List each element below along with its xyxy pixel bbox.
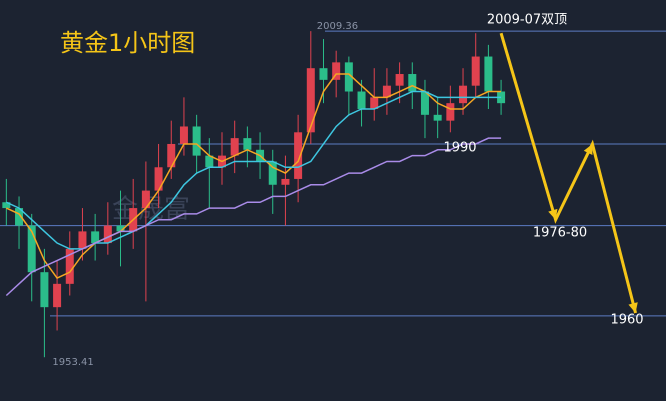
candle-body	[332, 62, 341, 80]
candle-body	[243, 138, 252, 150]
candle-body	[471, 56, 480, 86]
candle-body	[433, 114, 442, 121]
projection-path	[499, 32, 638, 314]
annotation: 1960	[610, 313, 643, 328]
candle-body	[484, 56, 493, 92]
candle-body	[2, 202, 11, 209]
low-label: 1953.41	[52, 357, 93, 368]
candle-body	[116, 225, 125, 232]
annotation: 1976-80	[533, 226, 587, 241]
candle-body	[192, 126, 201, 156]
candle-body	[319, 68, 328, 80]
candle-body	[395, 74, 404, 86]
candle-body	[408, 74, 417, 92]
annotation: 2009-07双顶	[487, 13, 567, 28]
candle-body	[40, 272, 49, 308]
arrow-head	[548, 208, 558, 220]
candle-body	[459, 85, 468, 104]
ma-line	[5, 137, 502, 297]
candle-body	[230, 138, 239, 156]
candle-body	[306, 68, 315, 133]
watermark: 金晟富	[112, 195, 190, 225]
arrow-head	[628, 302, 638, 313]
candle-body	[179, 126, 188, 144]
high-label: 2009.36	[317, 21, 358, 32]
candle-body	[91, 231, 100, 244]
candle-body	[167, 143, 176, 168]
ma-line	[6, 73, 502, 279]
candle-body	[294, 132, 303, 179]
candle-body	[420, 91, 429, 115]
candle-body	[15, 208, 24, 226]
candle-body	[344, 62, 353, 92]
candle-body	[103, 225, 112, 244]
candle-body	[205, 155, 214, 168]
candle-body	[281, 178, 290, 185]
candle-body	[78, 231, 87, 249]
chart-title: 黄金1小时图	[60, 29, 195, 57]
candle-body	[27, 225, 36, 273]
candle-body	[53, 283, 62, 308]
candle-body	[382, 85, 391, 98]
candle-body	[141, 190, 150, 209]
candle-body	[446, 103, 455, 121]
candle-body	[268, 161, 277, 185]
candle-body	[357, 91, 366, 109]
candle-body	[65, 248, 74, 284]
candle-body	[154, 167, 163, 191]
candle-body	[370, 97, 379, 109]
arrow-head	[583, 143, 593, 155]
annotation: 1990	[443, 141, 476, 156]
